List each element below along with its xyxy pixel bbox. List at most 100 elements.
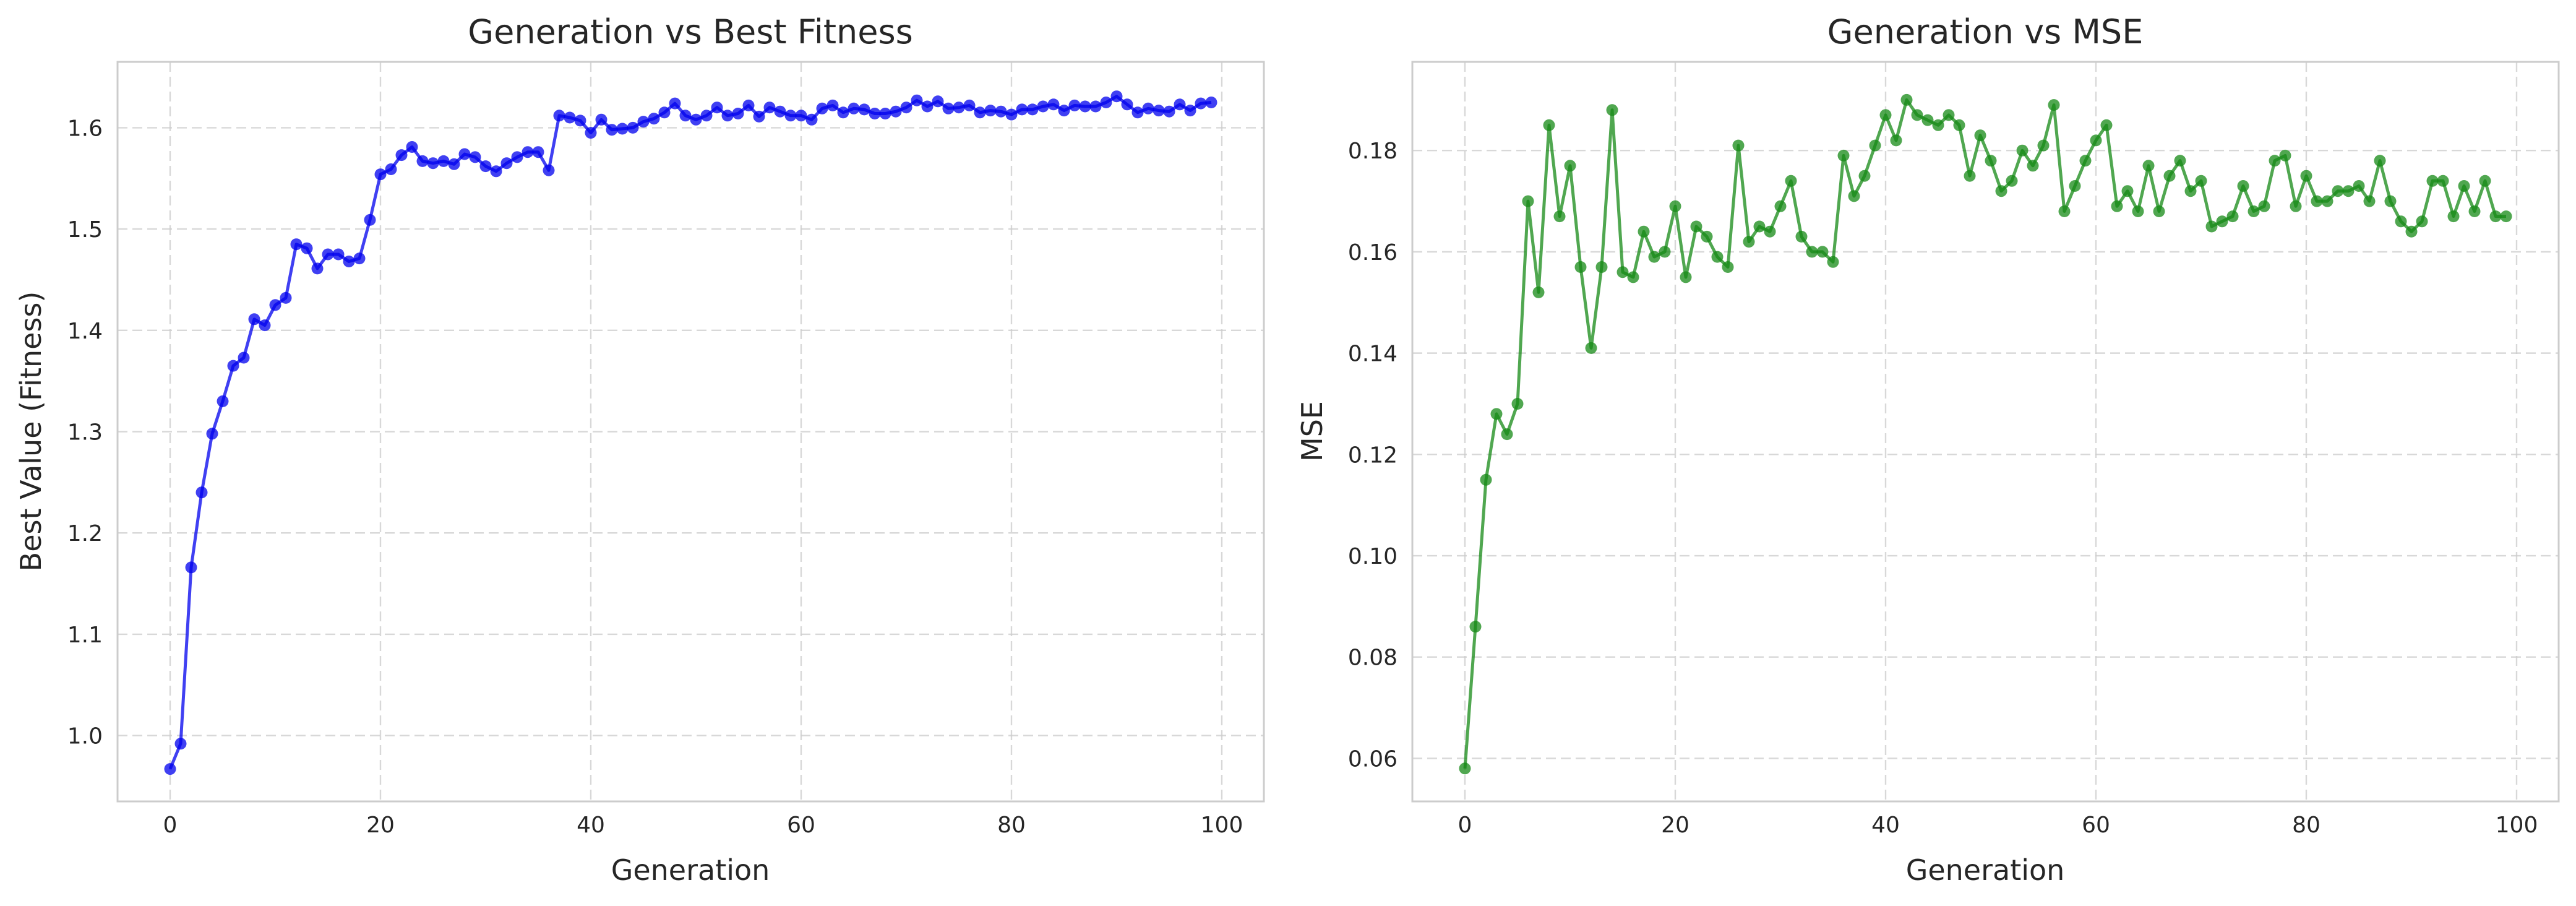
fitness-data-point	[301, 242, 313, 254]
mse-data-point	[1711, 251, 1724, 263]
mse-y-tick-label: 0.06	[1348, 746, 1397, 772]
fitness-data-point	[1142, 102, 1154, 114]
fitness-data-point	[1005, 108, 1018, 121]
fitness-data-point	[711, 101, 723, 114]
fitness-data-point	[395, 149, 408, 162]
fitness-data-point	[963, 99, 976, 111]
mse-data-point	[1595, 261, 1608, 273]
fitness-data-point	[353, 252, 366, 265]
mse-data-point	[1469, 621, 1482, 633]
fitness-data-point	[427, 157, 439, 170]
mse-data-point	[2174, 155, 2186, 167]
mse-chart-title: Generation vs MSE	[1827, 12, 2144, 51]
mse-y-tick-label: 0.14	[1348, 342, 1397, 367]
fitness-data-point	[543, 164, 555, 176]
mse-data-point	[2069, 180, 2081, 192]
mse-data-point	[1659, 246, 1671, 258]
fitness-x-tick-label: 80	[997, 813, 1026, 838]
fitness-x-tick-label: 0	[163, 813, 178, 838]
mse-data-point	[2058, 205, 2071, 217]
fitness-data-point	[721, 110, 734, 122]
mse-series-line	[1463, 98, 2506, 769]
fitness-data-point	[1195, 97, 1207, 110]
fitness-data-point	[658, 106, 671, 119]
fitness-data-point	[1131, 106, 1144, 119]
fitness-data-point	[637, 116, 650, 128]
fitness-data-point	[448, 158, 460, 170]
mse-data-point	[2332, 185, 2344, 197]
mse-data-point	[1511, 398, 1524, 410]
fitness-data-point	[984, 105, 997, 117]
fitness-tick-labels: 0 20 40 60 80 100 1.0 1.1 1.2 1.3 1.4 1.5 1.6	[67, 116, 1243, 838]
mse-data-point	[1753, 220, 1766, 233]
fitness-data-point	[763, 101, 776, 114]
mse-x-tick-label: 0	[1458, 813, 1472, 838]
fitness-chart-panel: 0 20 40 60 80 100 1.0 1.1 1.2 1.3 1.4 1.5 1.6 Genera…	[14, 12, 1265, 887]
fitness-data-point	[1121, 98, 1133, 111]
fitness-data-point	[269, 299, 281, 311]
mse-data-point	[1943, 109, 1955, 121]
fitness-y-tick-label: 1.4	[67, 319, 103, 344]
fitness-data-point	[437, 155, 450, 167]
mse-data-point	[1795, 230, 1808, 243]
mse-data-point	[2237, 180, 2249, 192]
fitness-data-point	[206, 428, 218, 440]
fitness-data-point	[280, 291, 292, 304]
fitness-data-point	[174, 738, 187, 750]
mse-x-tick-label: 20	[1661, 813, 1689, 838]
fitness-data-point	[185, 561, 197, 574]
mse-data-point	[2027, 160, 2039, 172]
mse-data-point	[2458, 180, 2470, 192]
fitness-x-tick-label: 20	[366, 813, 395, 838]
fitness-x-tick-label: 100	[1201, 813, 1243, 838]
fitness-data-point	[1110, 90, 1123, 103]
fitness-data-point	[784, 110, 797, 122]
fitness-data-point	[322, 248, 334, 261]
mse-data-point	[2426, 175, 2439, 187]
fitness-data-point	[416, 155, 429, 167]
fitness-data-point	[1026, 103, 1039, 116]
mse-data-point	[2248, 205, 2260, 217]
fitness-data-point	[553, 110, 565, 122]
mse-y-axis-label: MSE	[1295, 401, 1329, 462]
fitness-data-point	[805, 113, 818, 126]
fitness-data-point	[648, 113, 660, 125]
mse-data-point	[2342, 185, 2355, 197]
fitness-data-point	[1037, 100, 1049, 113]
fitness-data-point	[364, 214, 376, 226]
fitness-data-point	[574, 114, 586, 127]
mse-data-point	[1858, 170, 1871, 182]
mse-data-point	[1816, 246, 1829, 258]
fitness-data-point	[942, 102, 955, 114]
fitness-data-point	[690, 113, 702, 126]
mse-data-point	[2079, 155, 2092, 167]
mse-data-point	[1501, 428, 1513, 441]
mse-data-point	[2468, 205, 2481, 217]
fitness-data-point	[974, 106, 986, 119]
mse-data-point	[2489, 210, 2502, 223]
fitness-data-point	[837, 106, 849, 119]
mse-data-point	[2111, 200, 2123, 212]
fitness-data-point	[911, 94, 923, 106]
mse-data-point	[1743, 236, 1755, 248]
fitness-data-point	[343, 256, 355, 267]
fitness-data-point	[1153, 105, 1165, 117]
fitness-data-point	[469, 151, 481, 163]
fitness-data-point	[532, 146, 544, 158]
mse-data-point	[1974, 129, 1986, 142]
mse-data-point	[1995, 185, 2007, 197]
mse-data-point	[1879, 109, 1892, 121]
mse-y-tick-label: 0.12	[1348, 442, 1397, 468]
mse-data-point	[1638, 225, 1650, 238]
mse-data-point	[1701, 230, 1713, 243]
fitness-data-point	[616, 123, 629, 135]
mse-data-point	[1774, 200, 1787, 212]
fitness-data-point	[627, 121, 639, 134]
fitness-data-point	[795, 110, 807, 122]
fitness-data-point	[479, 160, 492, 173]
mse-data-point	[2500, 210, 2512, 223]
mse-data-point	[2353, 180, 2365, 192]
fitness-data-point	[1058, 105, 1070, 117]
mse-x-tick-label: 60	[2082, 813, 2110, 838]
fitness-y-tick-label: 1.0	[67, 724, 103, 749]
